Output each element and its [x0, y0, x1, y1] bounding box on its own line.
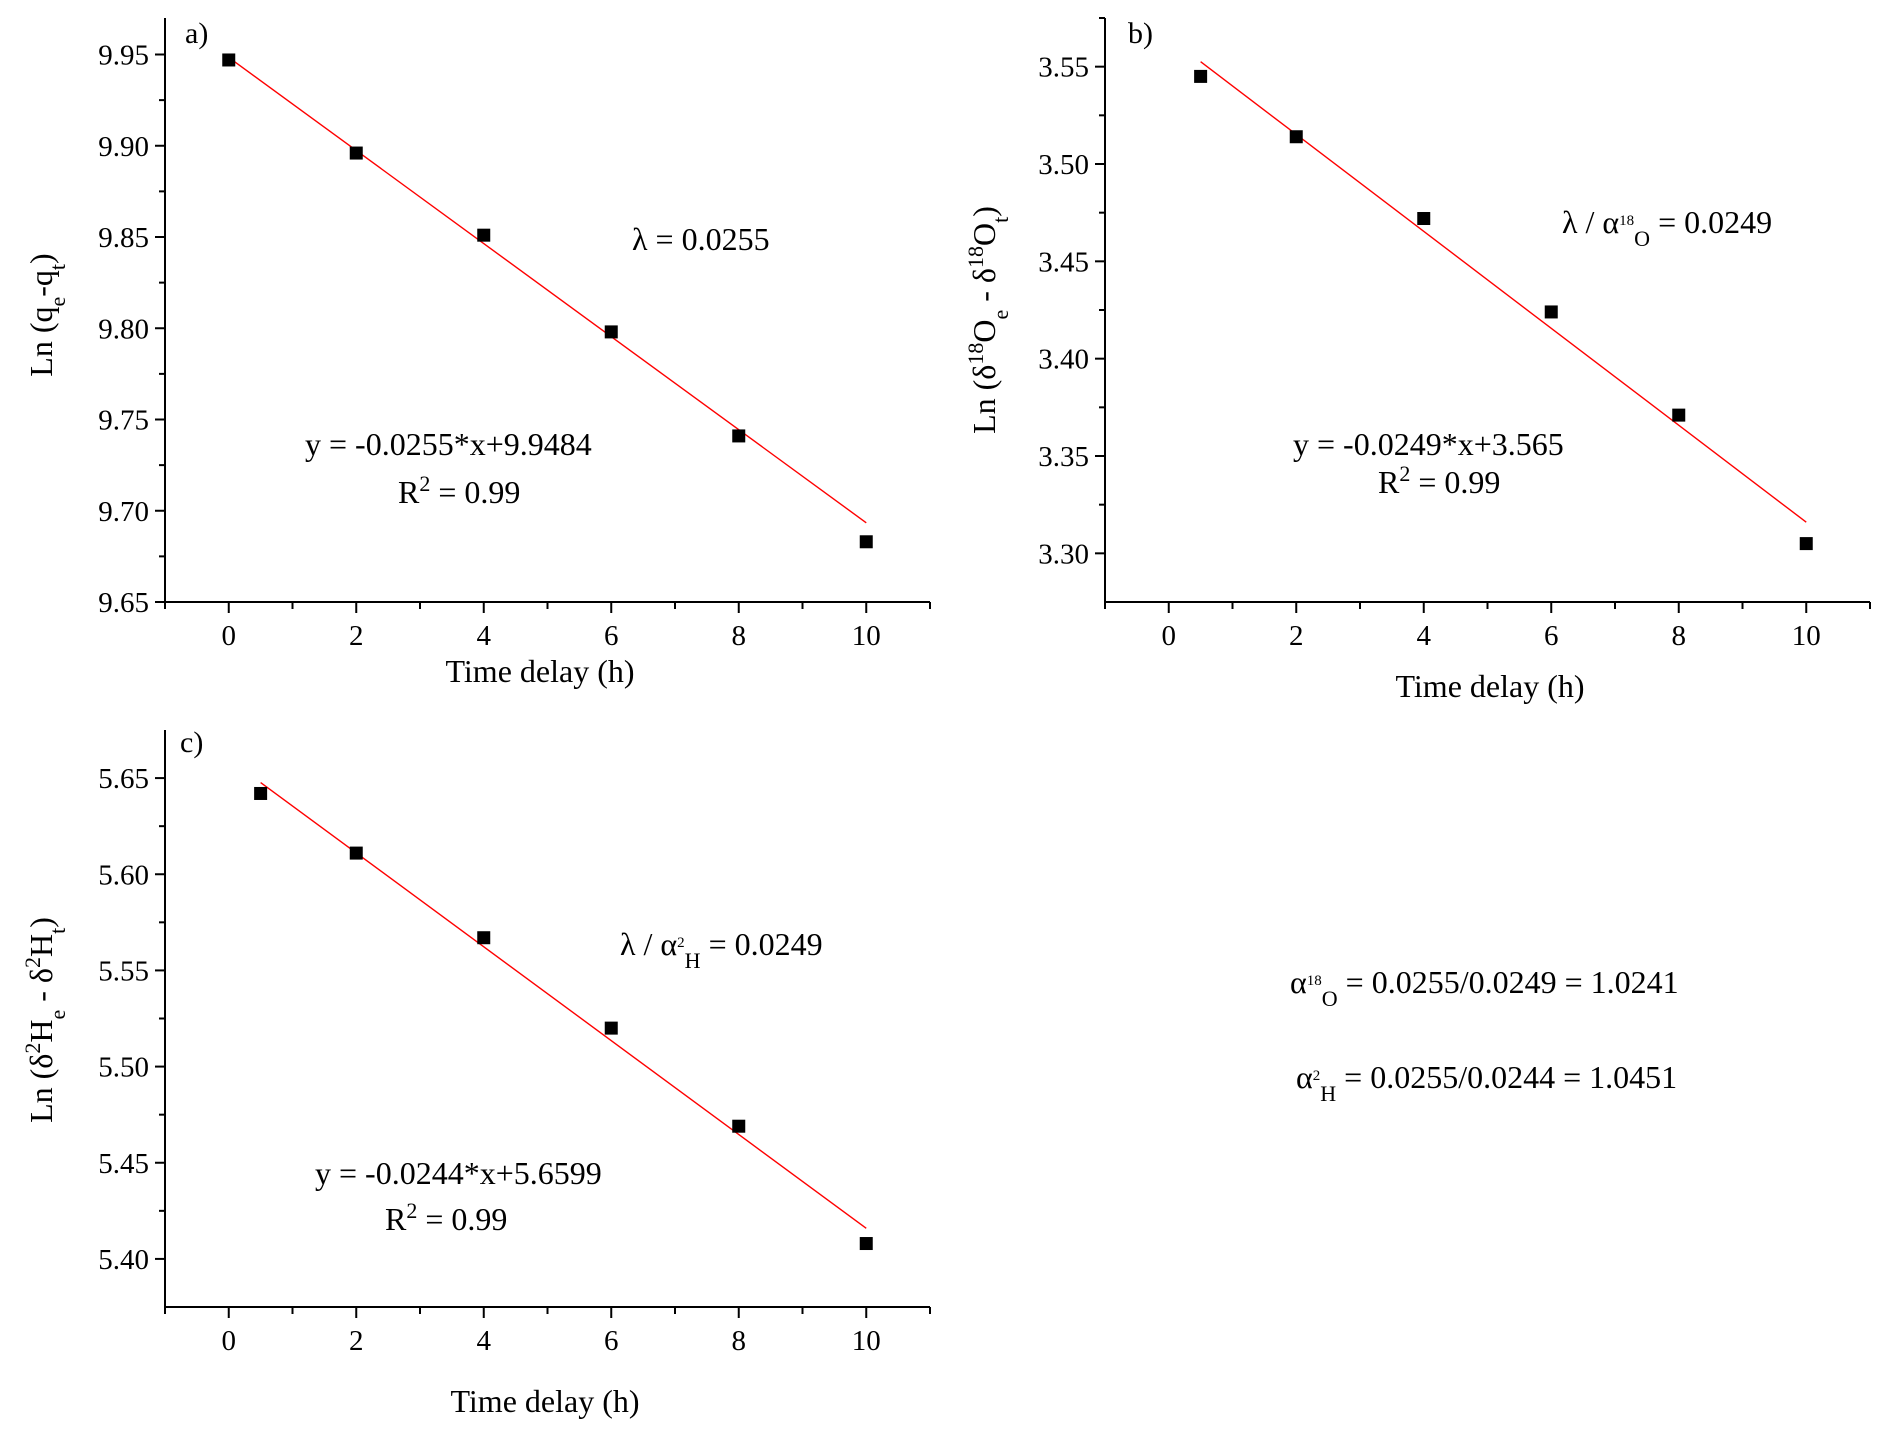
equation-label-b: y = -0.0249*x+3.565 — [1293, 426, 1564, 462]
data-point-a — [604, 325, 618, 339]
y-tick-label-b: 3.50 — [1038, 149, 1089, 181]
data-point-a — [477, 228, 491, 242]
data-point-b — [1544, 305, 1558, 319]
data-point-c — [349, 846, 363, 860]
regression-line-a — [228, 56, 867, 524]
data-point-b — [1417, 212, 1431, 226]
rate-label-a: λ = 0.0255 — [632, 221, 770, 257]
y-tick-label-c: 5.65 — [98, 763, 149, 795]
chart-panel-a: a) 9.659.709.759.809.859.909.95 0 2 4 6 8 10 … — [23, 17, 931, 689]
y-tick-label-b: 3.35 — [1038, 441, 1089, 473]
x-tick-label-a: 10 — [852, 620, 881, 652]
x-tick-label-b: 2 — [1289, 620, 1304, 652]
data-point-a — [732, 429, 746, 443]
panel-label-b: b) — [1128, 17, 1153, 50]
y-axis-title-b: Ln (δ18Oe - δ18Ot) — [963, 206, 1013, 434]
data-points-c — [254, 786, 873, 1251]
y-ticks-b: 3.30 3.35 3.40 3.45 3.50 3.55 — [1038, 17, 1105, 570]
chart-panel-b: b) 3.30 3.35 3.40 3.45 3.50 3.55 0 2 4 6 8 10 Time… — [963, 17, 1871, 704]
y-tick-label-b: 3.40 — [1038, 344, 1089, 376]
y-tick-label-a: 9.70 — [98, 496, 149, 528]
note-alpha-18o: α18O = 0.0255/0.0249 = 1.0241 — [1290, 964, 1679, 1011]
fit-line-a — [228, 56, 867, 524]
y-tick-label-a: 9.90 — [98, 131, 149, 163]
y-axis-title-a: Ln (qe-qt) — [23, 253, 70, 376]
x-tick-label-a: 8 — [732, 620, 747, 652]
data-point-b — [1672, 408, 1686, 422]
x-tick-label-c: 8 — [732, 1325, 747, 1357]
data-point-a — [859, 535, 873, 549]
y-tick-label-b: 3.55 — [1038, 52, 1089, 84]
x-tick-label-c: 10 — [852, 1325, 881, 1357]
data-point-c — [859, 1237, 873, 1251]
note-alpha-2h: α2H = 0.0255/0.0244 = 1.0451 — [1296, 1059, 1677, 1106]
y-tick-label-c: 5.45 — [98, 1148, 149, 1180]
y-axis-title-c: Ln (δ2He - δ2Ht) — [20, 917, 70, 1123]
x-tick-label-a: 4 — [477, 620, 492, 652]
chart-panel-c: c) 5.40 5.45 5.50 5.55 5.60 5.65 0 2 4 6 8 10 Time… — [20, 726, 931, 1419]
x-tick-label-b: 0 — [1162, 620, 1177, 652]
x-tick-label-b: 4 — [1417, 620, 1432, 652]
y-tick-label-a: 9.75 — [98, 405, 149, 437]
data-point-b — [1289, 130, 1303, 144]
data-point-c — [477, 931, 491, 945]
r2-label-b: R2 = 0.99 — [1378, 461, 1500, 501]
x-tick-label-a: 2 — [349, 620, 364, 652]
x-tick-label-c: 6 — [604, 1325, 619, 1357]
fractionation-notes: α18O = 0.0255/0.0249 = 1.0241 α2H = 0.02… — [1290, 964, 1679, 1106]
r2-label-c: R2 = 0.99 — [385, 1198, 507, 1238]
data-point-c — [732, 1119, 746, 1133]
x-tick-label-a: 0 — [222, 620, 237, 652]
y-tick-label-c: 5.60 — [98, 859, 149, 891]
y-tick-label-a: 9.65 — [98, 587, 149, 619]
x-tick-label-b: 6 — [1544, 620, 1559, 652]
data-point-c — [254, 786, 268, 800]
x-tick-label-b: 10 — [1792, 620, 1821, 652]
x-axis-title-c: Time delay (h) — [450, 1383, 639, 1419]
y-tick-label-a: 9.85 — [98, 222, 149, 254]
y-ticks-a: 9.65 9.70 9.75 9.80 9.85 9.90 9.95 — [98, 40, 165, 619]
y-tick-label-b: 3.45 — [1038, 246, 1089, 278]
data-point-a — [349, 146, 363, 160]
data-point-a — [222, 53, 236, 67]
x-tick-label-b: 8 — [1672, 620, 1687, 652]
equation-label-a: y = -0.0255*x+9.9484 — [305, 426, 592, 462]
panel-label-c: c) — [180, 726, 203, 759]
y-tick-label-a: 9.80 — [98, 313, 149, 345]
equation-label-c: y = -0.0244*x+5.6599 — [315, 1155, 602, 1191]
axes-a — [164, 18, 930, 603]
y-tick-label-a: 9.95 — [98, 40, 149, 72]
y-tick-label-c: 5.40 — [98, 1244, 149, 1276]
y-tick-label-c: 5.55 — [98, 955, 149, 987]
axes-b — [1104, 18, 1870, 603]
data-point-c — [604, 1021, 618, 1035]
y-ticks-c: 5.40 5.45 5.50 5.55 5.60 5.65 — [98, 763, 165, 1276]
data-point-b — [1799, 537, 1813, 551]
x-axis-title-b: Time delay (h) — [1395, 668, 1584, 704]
data-points-b — [1194, 69, 1813, 551]
data-point-b — [1194, 69, 1208, 83]
x-tick-label-c: 0 — [222, 1325, 237, 1357]
x-tick-label-c: 2 — [349, 1325, 364, 1357]
x-ticks-c: 0 2 4 6 8 10 — [164, 1307, 931, 1357]
axes-c — [164, 730, 930, 1308]
x-axis-title-a: Time delay (h) — [445, 653, 634, 689]
y-tick-label-b: 3.30 — [1038, 538, 1089, 570]
y-tick-label-c: 5.50 — [98, 1052, 149, 1084]
x-tick-label-a: 6 — [604, 620, 619, 652]
x-ticks-a: 0 2 4 6 8 10 — [164, 602, 931, 652]
x-ticks-b: 0 2 4 6 8 10 — [1104, 602, 1871, 652]
r2-label-a: R2 = 0.99 — [398, 471, 520, 511]
rate-label-c: λ / α2H = 0.0249 — [620, 926, 823, 973]
rate-label-b: λ / α18O = 0.0249 — [1562, 204, 1772, 251]
x-tick-label-c: 4 — [477, 1325, 492, 1357]
panel-label-a: a) — [185, 17, 208, 50]
data-points-a — [222, 53, 873, 549]
